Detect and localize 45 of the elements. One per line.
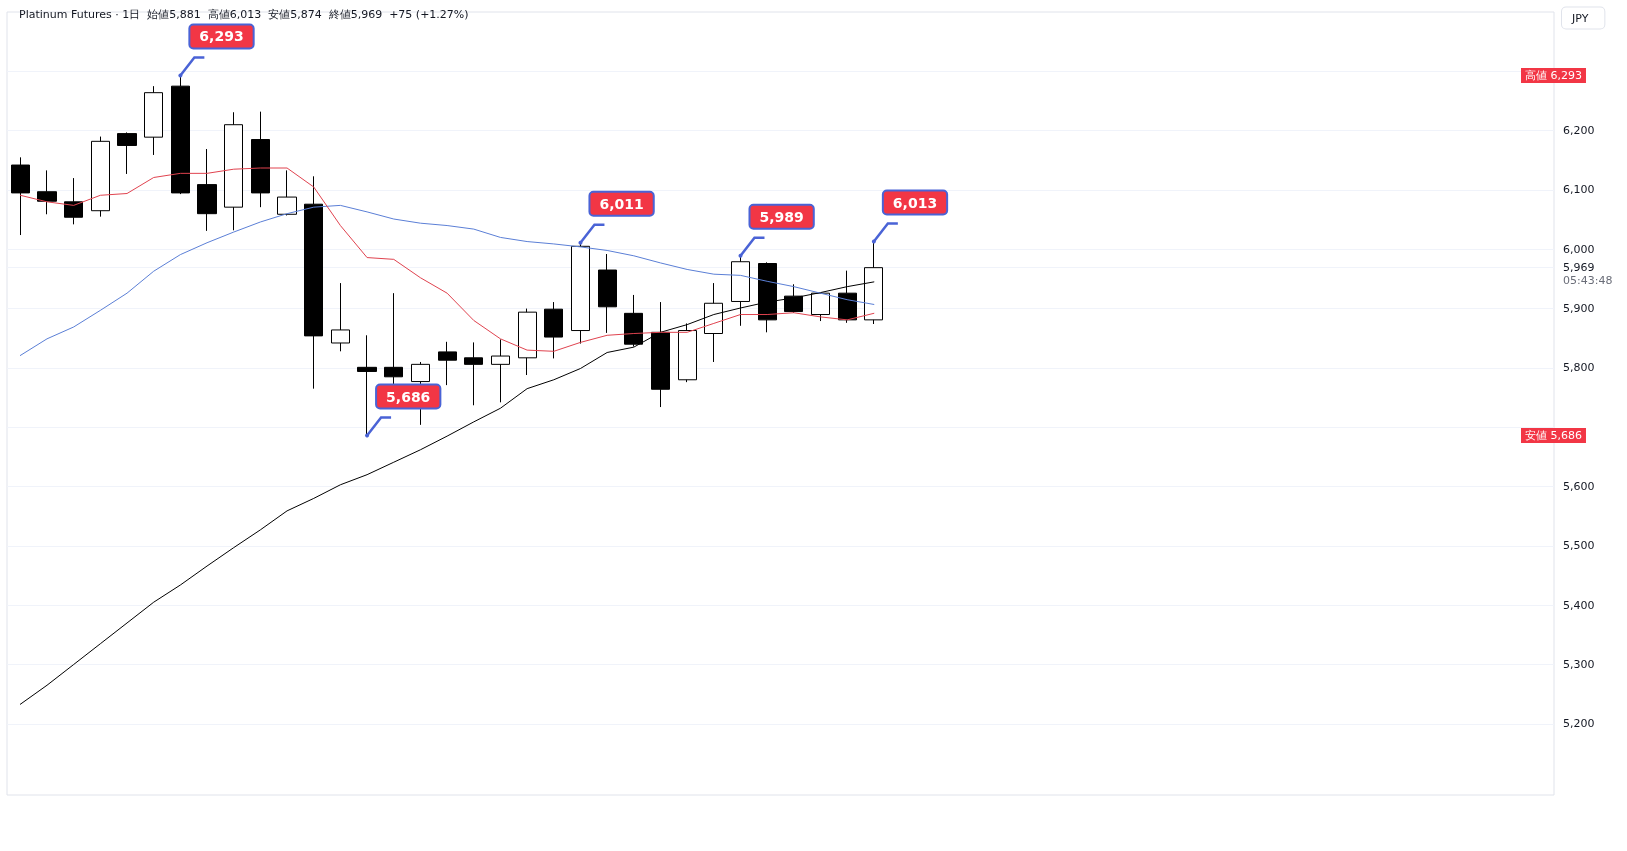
candlestick (277, 169, 297, 216)
y-tick-label: 5,400 (1563, 598, 1595, 612)
candlestick (144, 85, 163, 156)
text: 6,013 (892, 194, 938, 211)
candlestick (598, 253, 617, 334)
annotation: 6,293 (199, 28, 244, 45)
y-tick-label: 5,900 (1563, 302, 1595, 316)
y-tick-label: 5,969 (1563, 261, 1595, 275)
annotation: 5,686 (386, 388, 431, 405)
candlestick (91, 136, 110, 218)
text: 高値 6,293 (1525, 68, 1582, 82)
y-tick-label: 6,000 (1563, 242, 1595, 256)
candlestick (811, 292, 830, 322)
annotation: 6,011 (599, 195, 644, 212)
candlestick (438, 341, 457, 386)
candlestick (464, 341, 483, 406)
y-tick-label: 5,600 (1563, 480, 1595, 494)
candlestick (11, 156, 30, 236)
y-tick-label: 5,200 (1563, 717, 1595, 731)
candlestick (651, 301, 670, 408)
candlestick (624, 294, 643, 348)
candlestick (64, 177, 83, 225)
text: 05:43:48 (1563, 274, 1613, 288)
candlestick (678, 322, 697, 383)
candlestick (491, 338, 510, 403)
text: 安値 5,686 (1525, 429, 1582, 443)
y-tick-label: 6,100 (1563, 183, 1595, 197)
line-series (19, 167, 875, 352)
y-tick-label: 5,300 (1563, 658, 1595, 671)
candlestick (518, 308, 537, 376)
candlestick (197, 148, 217, 232)
y-tick-label: 6,200 (1563, 124, 1595, 138)
candlestick (544, 301, 563, 359)
candlestick (37, 169, 57, 215)
candlestick (331, 282, 350, 352)
annotation: 5,989 (759, 208, 804, 225)
candlestick (304, 175, 323, 390)
candlestick (251, 111, 270, 208)
y-tick-label: 5,800 (1563, 361, 1595, 375)
chart-title: Platinum Futures · 1日 始値5,881 高値6,013 安値5,874 終値5,969 +75 (+1.27%) (19, 8, 469, 21)
candlestick (224, 111, 243, 231)
text: JPY (1571, 11, 1589, 25)
candlestick (384, 292, 403, 387)
candlestick (117, 131, 137, 175)
y-tick-label: 5,500 (1563, 539, 1595, 553)
